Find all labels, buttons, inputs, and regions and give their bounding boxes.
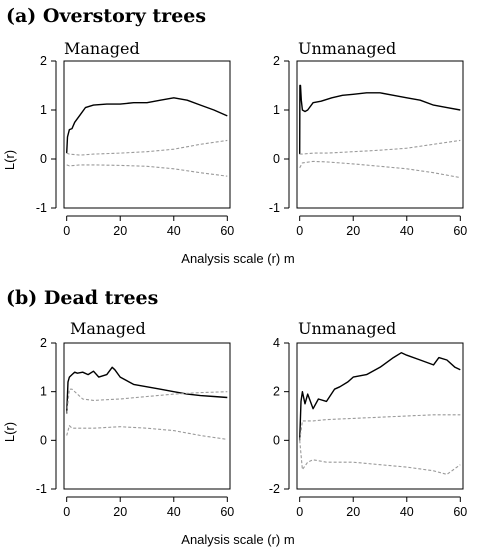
panel-b-managed: 0 20 40 60 -1 0 1 2 (36, 336, 234, 519)
section-b-title: (b) Dead trees (6, 287, 158, 309)
panel-b-unmanaged: 0 20 40 60 -2 0 2 4 (269, 336, 467, 519)
x-tick-label: 40 (167, 224, 181, 238)
lower-envelope-line (299, 440, 461, 475)
y-tick-label: 2 (273, 385, 280, 399)
plot-frame (296, 342, 464, 490)
y-tick-label: -2 (269, 482, 280, 496)
x-tick-label: 0 (296, 505, 303, 519)
x-tick-label: 60 (220, 505, 234, 519)
x-tick-label: 20 (113, 224, 127, 238)
plot-frame (296, 60, 464, 209)
x-tick-label: 20 (113, 505, 127, 519)
y-tick-label: 2 (40, 54, 47, 68)
panel-b-unmanaged-title: Unmanaged (298, 319, 396, 338)
y-tick-label: -1 (269, 201, 280, 215)
lower-envelope-line (66, 164, 228, 177)
panel-b-managed-title: Managed (70, 319, 146, 338)
x-axis-label-a: Analysis scale (r) m (181, 251, 294, 266)
y-tick-label: 4 (273, 336, 280, 350)
y-tick-label: 0 (273, 152, 280, 166)
panel-a-managed-title: Managed (64, 39, 140, 58)
x-tick-label: 20 (346, 505, 360, 519)
y-tick-label: -1 (36, 201, 47, 215)
y-tick-label: 1 (40, 385, 47, 399)
upper-envelope-line (66, 139, 228, 156)
y-tick-label: 2 (40, 336, 47, 350)
x-tick-label: 0 (63, 224, 70, 238)
section-a-title: (a) Overstory trees (6, 5, 206, 27)
y-tick-label: 1 (40, 103, 47, 117)
y-tick-label: 1 (273, 103, 280, 117)
x-tick-label: 40 (400, 224, 414, 238)
observed-series-line (299, 84, 461, 155)
panel-a-unmanaged: 0 20 40 60 -1 0 1 2 (269, 54, 467, 238)
upper-envelope-line (299, 139, 461, 155)
x-tick-label: 60 (453, 505, 467, 519)
y-tick-label: 2 (273, 54, 280, 68)
y-tick-label: 0 (40, 152, 47, 166)
lower-envelope-line (299, 160, 461, 179)
x-tick-label: 0 (296, 224, 303, 238)
x-tick-label: 40 (400, 505, 414, 519)
x-tick-label: 40 (167, 505, 181, 519)
x-tick-label: 60 (453, 224, 467, 238)
x-tick-label: 60 (220, 224, 234, 238)
panel-a-managed: 0 20 40 60 -1 0 1 2 (36, 54, 234, 238)
panel-a-unmanaged-title: Unmanaged (298, 39, 396, 58)
upper-envelope-line (66, 388, 228, 414)
observed-series-line (299, 352, 461, 441)
y-tick-label: 0 (40, 433, 47, 447)
observed-series-line (66, 97, 228, 154)
x-tick-label: 20 (346, 224, 360, 238)
plot-frame (63, 342, 231, 490)
y-axis-label-a: L(r) (2, 150, 17, 170)
lower-envelope-line (66, 425, 228, 440)
y-tick-label: -1 (36, 482, 47, 496)
upper-envelope-line (299, 414, 461, 441)
x-axis-label-b: Analysis scale (r) m (181, 532, 294, 547)
x-tick-label: 0 (63, 505, 70, 519)
plot-frame (63, 60, 231, 209)
observed-series-line (66, 366, 228, 414)
y-tick-label: 0 (273, 433, 280, 447)
y-axis-label-b: L(r) (2, 422, 17, 442)
